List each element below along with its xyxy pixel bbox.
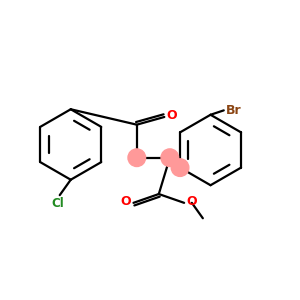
Text: O: O	[186, 195, 197, 208]
Text: Cl: Cl	[51, 197, 64, 210]
Text: O: O	[167, 110, 177, 122]
Circle shape	[128, 149, 146, 167]
Circle shape	[171, 159, 189, 176]
Circle shape	[161, 149, 178, 167]
Text: Br: Br	[226, 104, 242, 117]
Text: O: O	[121, 195, 131, 208]
